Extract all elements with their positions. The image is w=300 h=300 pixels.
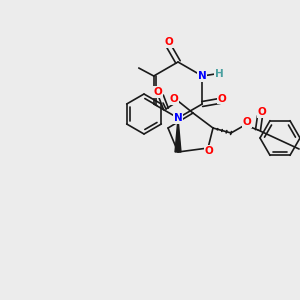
Text: O: O (258, 107, 266, 117)
Text: N: N (174, 113, 182, 123)
Text: O: O (169, 94, 178, 104)
Text: O: O (218, 94, 226, 104)
Text: H: H (215, 69, 224, 79)
Text: O: O (243, 117, 251, 127)
Text: N: N (174, 113, 182, 123)
Text: O: O (154, 87, 162, 97)
Text: O: O (165, 38, 173, 47)
Polygon shape (175, 118, 181, 152)
Text: O: O (205, 146, 213, 156)
Text: N: N (198, 71, 207, 81)
